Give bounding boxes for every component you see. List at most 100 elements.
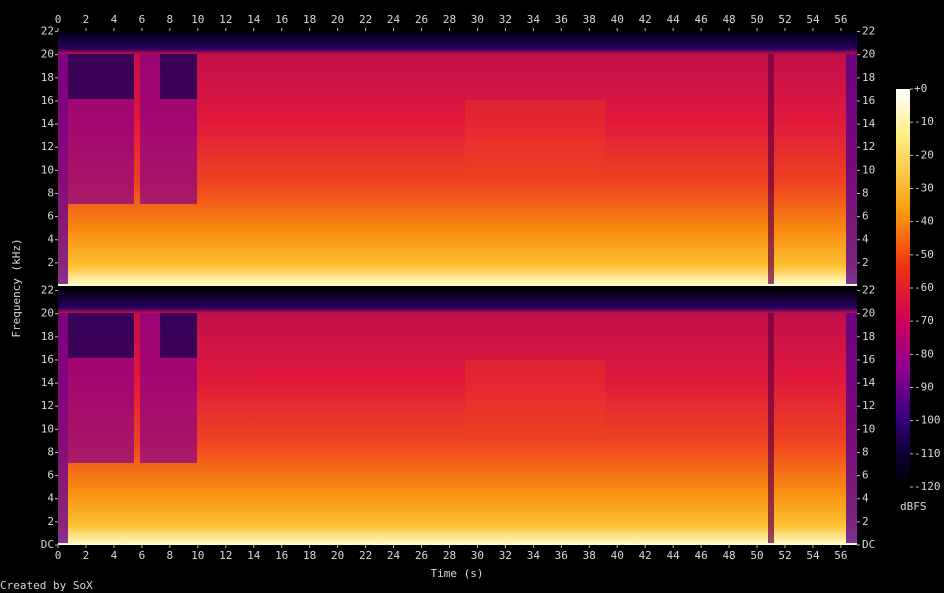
colorbar-tick-label: -30 — [914, 182, 934, 195]
y-tick-label: 6 — [862, 210, 869, 223]
colorbar-tick-label: -20 — [914, 148, 934, 161]
colorbar-tick-label: -120 — [914, 480, 941, 493]
x-tick-label: 10 — [191, 549, 204, 562]
y-tick-label: 18 — [862, 71, 875, 84]
x-tick-label: 52 — [778, 549, 791, 562]
y-tick-label: 14 — [862, 117, 876, 130]
y-tick-label: 18 — [41, 330, 54, 343]
x-tick-label: 26 — [415, 13, 428, 26]
x-tick-label: 18 — [303, 13, 316, 26]
y-tick-label: DC — [41, 538, 54, 551]
x-tick-label: 40 — [611, 549, 624, 562]
x-tick-label: 30 — [471, 549, 484, 562]
x-tick-label: 8 — [167, 549, 174, 562]
x-tick-label: 46 — [694, 549, 707, 562]
x-tick-label: 54 — [806, 549, 820, 562]
colorbar-tick-label: -90 — [914, 381, 934, 394]
y-tick-label: 20 — [862, 307, 875, 320]
y-tick-label: 10 — [41, 422, 54, 435]
x-tick-label: 24 — [387, 549, 401, 562]
y-tick-label: 10 — [862, 422, 875, 435]
x-tick-label: 48 — [722, 549, 735, 562]
x-tick-label: 42 — [639, 13, 652, 26]
x-tick-label: 32 — [499, 549, 512, 562]
y-tick-label: 4 — [862, 233, 869, 246]
y-tick-label: 14 — [862, 376, 876, 389]
x-tick-label: 30 — [471, 13, 484, 26]
y-tick-label: DC — [862, 538, 875, 551]
x-tick-label: 0 — [55, 549, 62, 562]
x-tick-label: 50 — [750, 13, 763, 26]
y-tick-label: 16 — [41, 94, 54, 107]
y-tick-label: 14 — [41, 117, 55, 130]
x-tick-label: 52 — [778, 13, 791, 26]
x-tick-label: 20 — [331, 549, 344, 562]
x-tick-label: 12 — [219, 13, 232, 26]
x-tick-label: 44 — [667, 13, 681, 26]
y-tick-label: 22 — [862, 284, 875, 297]
x-tick-label: 28 — [443, 13, 456, 26]
y-tick-label: 12 — [862, 399, 875, 412]
x-tick-label: 2 — [83, 549, 90, 562]
y-tick-label: 8 — [47, 186, 54, 199]
colorbar — [896, 89, 910, 487]
x-tick-label: 18 — [303, 549, 316, 562]
x-tick-label: 4 — [111, 549, 118, 562]
y-axis-label: Frequency (kHz) — [10, 238, 23, 337]
x-tick-label: 32 — [499, 13, 512, 26]
y-tick-label: 8 — [47, 445, 54, 458]
x-axis-label: Time (s) — [431, 567, 484, 580]
y-tick-label: 12 — [862, 140, 875, 153]
y-tick-label: 18 — [862, 330, 875, 343]
y-tick-label: 4 — [47, 233, 54, 246]
x-tick-label: 34 — [527, 13, 541, 26]
x-tick-label: 42 — [639, 549, 652, 562]
x-tick-label: 8 — [167, 13, 174, 26]
x-tick-label: 48 — [722, 13, 735, 26]
x-tick-label: 14 — [247, 13, 261, 26]
x-tick-label: 16 — [275, 13, 288, 26]
x-tick-label: 46 — [694, 13, 707, 26]
y-tick-label: 22 — [41, 25, 54, 38]
x-tick-label: 56 — [834, 13, 847, 26]
x-tick-label: 36 — [555, 13, 568, 26]
x-tick-label: 10 — [191, 13, 204, 26]
x-tick-label: 6 — [139, 13, 146, 26]
y-tick-label: 22 — [862, 25, 875, 38]
x-tick-label: 50 — [750, 549, 763, 562]
x-tick-label: 38 — [583, 13, 596, 26]
x-tick-label: 24 — [387, 13, 401, 26]
y-tick-label: 2 — [47, 515, 54, 528]
x-tick-label: 36 — [555, 549, 568, 562]
y-tick-label: 20 — [862, 48, 875, 61]
colorbar-tick-label: +0 — [914, 82, 927, 95]
y-tick-label: 12 — [41, 399, 54, 412]
y-tick-label: 2 — [47, 256, 54, 269]
x-tick-label: 12 — [219, 549, 232, 562]
y-tick-label: 6 — [47, 469, 54, 482]
y-tick-label: 16 — [862, 94, 875, 107]
colorbar-tick-label: -80 — [914, 347, 934, 360]
x-tick-label: 54 — [806, 13, 820, 26]
y-tick-label: 10 — [862, 163, 875, 176]
colorbar-tick-label: -110 — [914, 447, 941, 460]
colorbar-tick-label: -70 — [914, 314, 934, 327]
colorbar-tick-label: -60 — [914, 281, 934, 294]
colorbar-tick-label: -100 — [914, 414, 941, 427]
y-tick-label: 4 — [47, 492, 54, 505]
x-tick-label: 0 — [55, 13, 62, 26]
y-tick-label: 8 — [862, 186, 869, 199]
x-tick-label: 14 — [247, 549, 261, 562]
y-tick-label: 2 — [862, 256, 869, 269]
y-tick-label: 14 — [41, 376, 55, 389]
y-tick-label: 6 — [47, 210, 54, 223]
colorbar-tick-label: -10 — [914, 115, 934, 128]
y-tick-label: 12 — [41, 140, 54, 153]
footer: Created by SoX — [0, 579, 93, 592]
colorbar-label: dBFS — [900, 500, 927, 513]
y-tick-label: 20 — [41, 48, 54, 61]
x-tick-label: 44 — [667, 549, 681, 562]
y-tick-label: 8 — [862, 445, 869, 458]
spectrogram-image — [58, 31, 857, 545]
